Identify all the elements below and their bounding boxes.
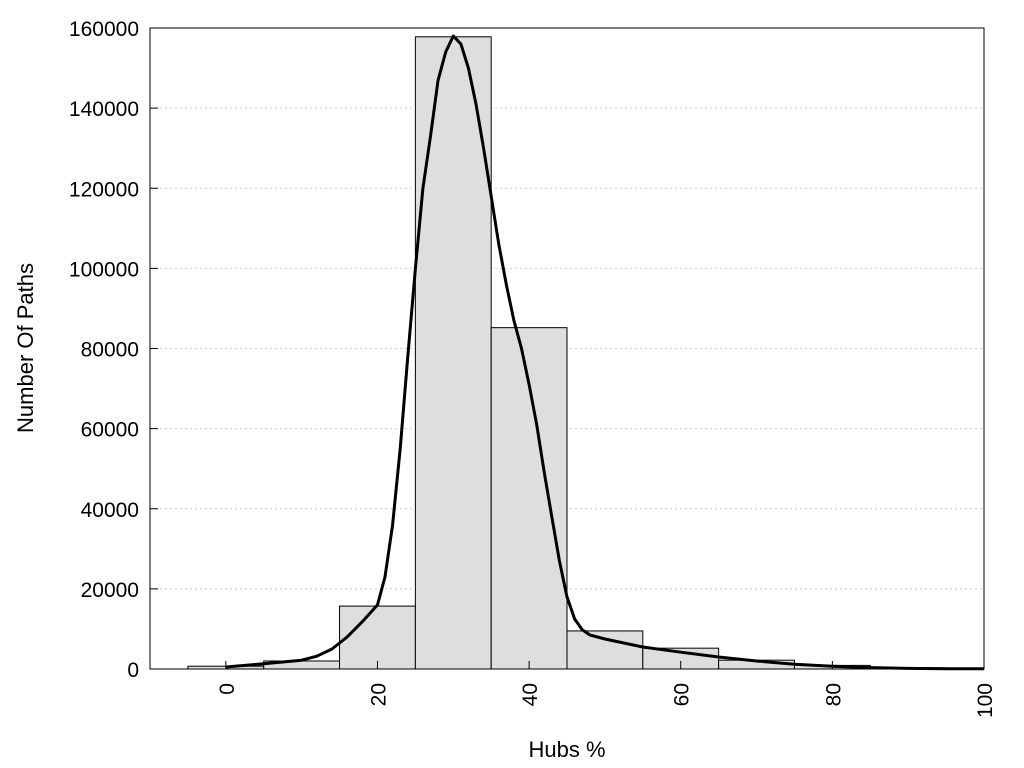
y-axis-ticks: 0 20000 40000 60000 80000 100000 120000 140000 1… [69,18,158,682]
plot-area-frame [149,27,985,670]
histogram-bar [339,605,416,670]
x-tick-label: 80 [822,683,845,706]
x-tick-label: 60 [671,683,694,706]
x-tick-label: 20 [367,683,390,706]
y-tick-label: 160000 [69,18,139,41]
y-tick-label: 60000 [81,419,139,442]
y-tick-label: 40000 [81,499,139,522]
y-tick-label: 0 [127,659,139,682]
x-tick-label: 0 [216,683,239,695]
histogram-bar [414,36,492,670]
y-axis-title: Number Of Paths [13,263,38,433]
histogram-bar [566,630,644,670]
y-tick-label: 100000 [69,258,139,281]
density-curve [225,34,985,671]
x-axis-ticks: 0 20 40 60 80 100 [216,661,997,718]
y-tick-label: 140000 [69,98,139,121]
x-tick-label: 100 [974,683,997,718]
x-tick-label: 40 [519,683,542,706]
x-axis-title: Hubs % [528,737,605,762]
y-tick-label: 80000 [81,339,139,362]
y-tick-label: 120000 [69,178,139,201]
y-tick-label: 20000 [81,579,139,602]
histogram-bars [187,36,985,670]
